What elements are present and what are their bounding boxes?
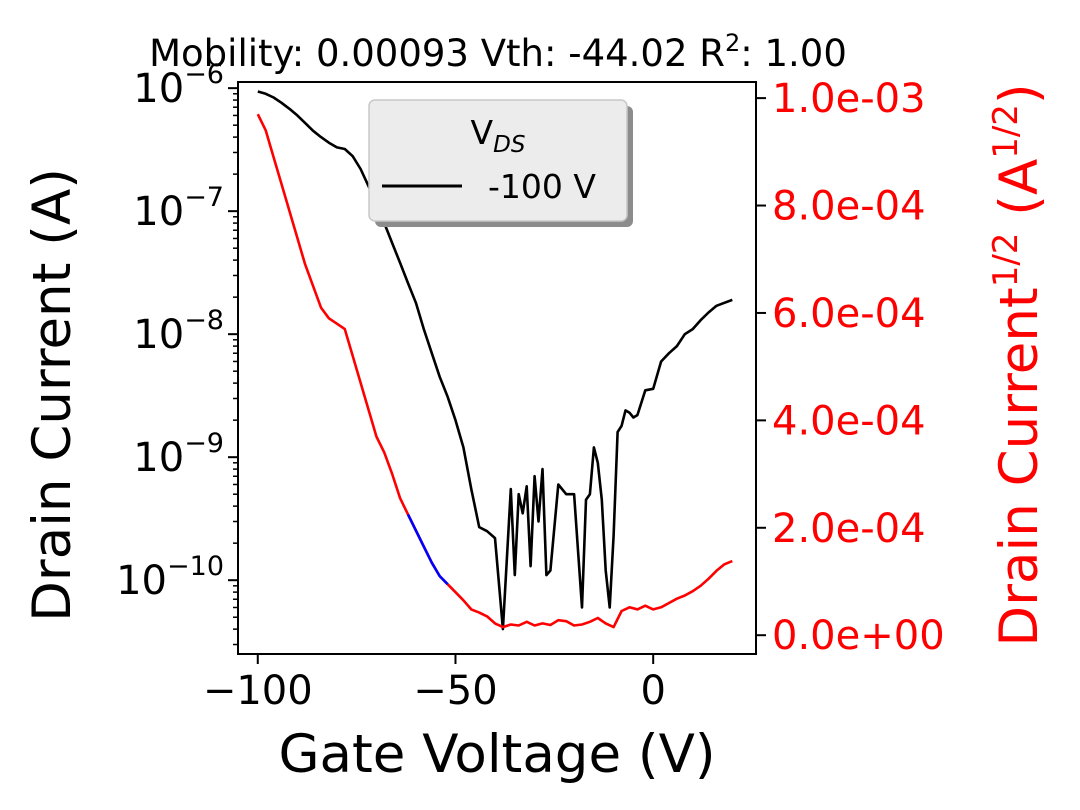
right-label-unit-superscript: 1/2 [986,104,1026,159]
legend: VDS -100 V [368,99,633,227]
y-right-tick-label: 6.0e-04 [772,291,926,337]
y-axis-left: 10−6 10−7 10−8 10−9 10−10 [116,59,238,646]
title-main: Mobility: 0.00093 Vth: -44.02 R [149,32,725,75]
legend-box [368,99,628,222]
y-axis-left-label: Drain Current (A) [22,168,83,622]
y-right-tick-label: 0.0e+00 [772,613,945,659]
fit-region-line [406,513,449,586]
y-left-tick-label: 10−6 [133,59,224,112]
legend-entry-label: -100 V [488,167,596,206]
right-label-close: ) [989,83,1050,104]
sqrt-drain-current-line [256,113,733,629]
right-label-main: Drain Current [989,287,1050,646]
y-right-tick-label: 4.0e-04 [772,398,926,444]
x-tick-label: −50 [413,668,497,714]
x-axis-label: Gate Voltage (V) [278,724,715,785]
y-left-tick-label: 10−7 [133,182,224,235]
right-label-unit: (A [989,159,1050,233]
y-right-tick-label: 1.0e-03 [772,76,926,122]
right-label-superscript: 1/2 [986,233,1026,288]
y-axis-right-label: Drain Current1/2 (A1/2) [986,83,1050,646]
title-suffix: : 1.00 [740,32,847,75]
y-right-tick-label: 2.0e-04 [772,506,926,552]
legend-title-subscript: DS [493,132,525,158]
legend-title-base: V [471,113,494,152]
y-left-tick-label: 10−9 [133,428,224,481]
x-tick-label: 0 [640,668,665,714]
y-axis-right: 0.0e+00 2.0e-04 4.0e-04 6.0e-04 8.0e-04 1.0e-… [756,76,945,659]
chart-title: Mobility: 0.00093 Vth: -44.02 R2: 1.00 [149,29,847,75]
y-left-tick-label: 10−8 [133,305,224,358]
y-left-tick-label: 10−10 [116,551,224,604]
x-axis: −100 −50 0 [203,654,666,714]
title-superscript: 2 [725,29,740,57]
drain-current-line [257,90,733,631]
x-tick-label: −100 [203,668,313,714]
legend-title: VDS [471,113,526,158]
y-right-tick-label: 8.0e-04 [772,184,926,230]
plot-frame [237,81,757,655]
plot-lines [256,90,733,631]
